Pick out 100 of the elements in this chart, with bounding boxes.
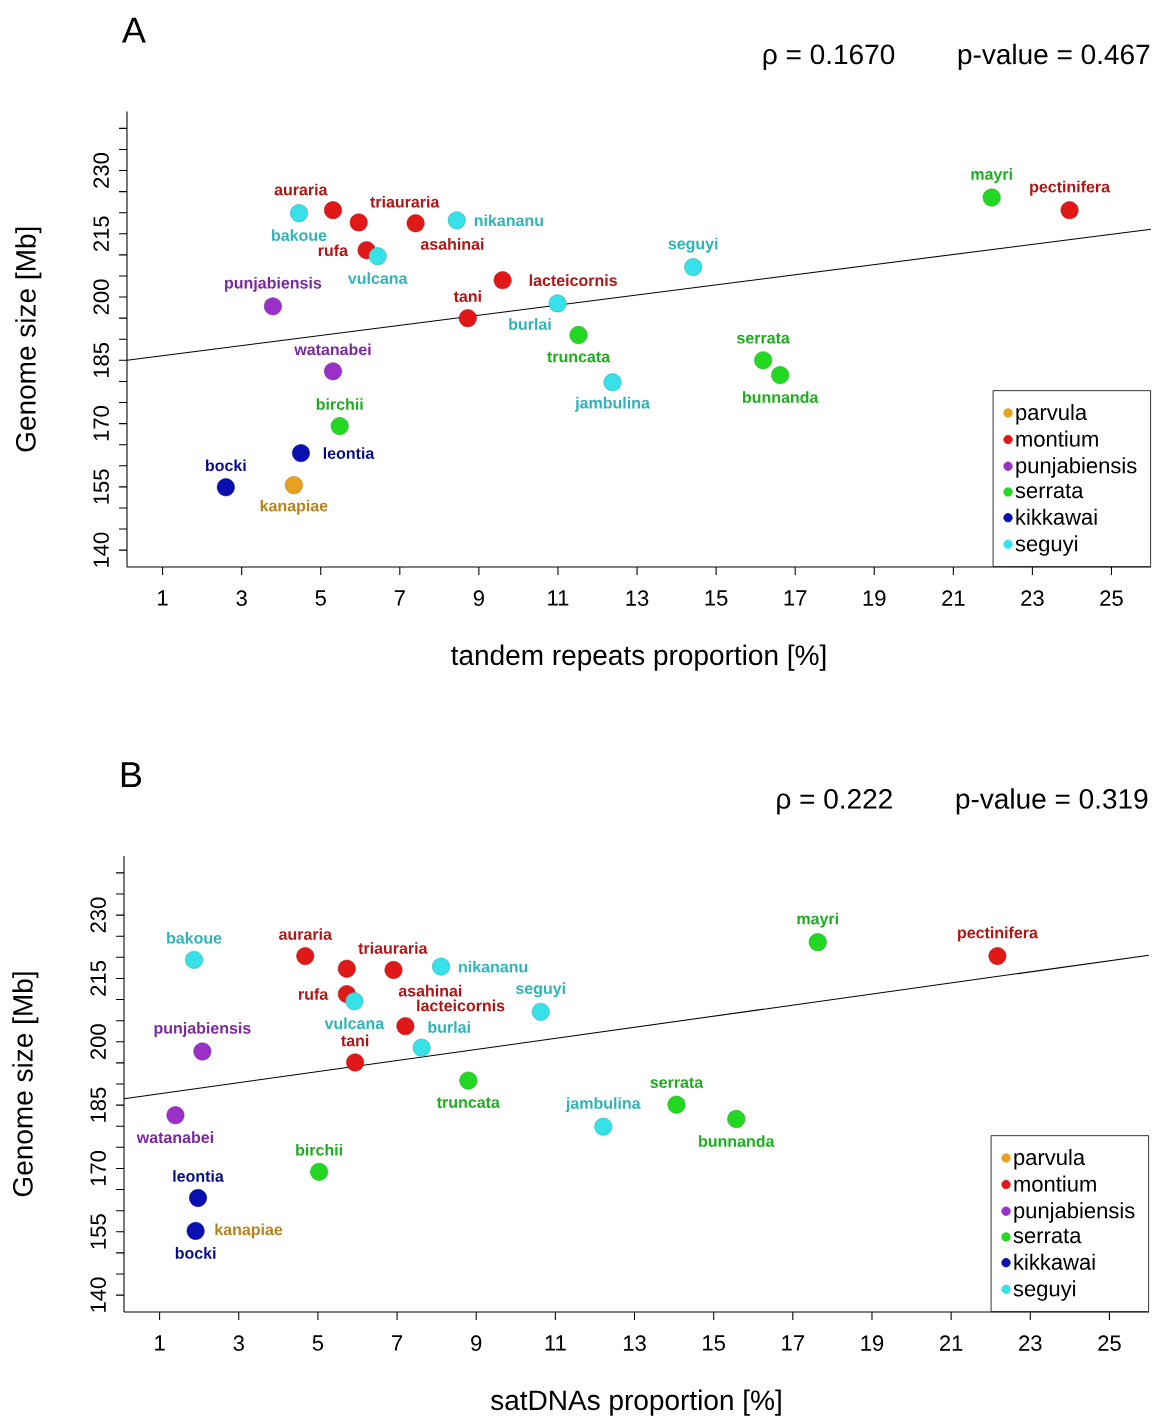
y-tick-label: 200	[93, 279, 109, 315]
point	[432, 957, 450, 976]
point	[324, 362, 342, 381]
x-axis-title: satDNAs proportion [%]	[490, 1389, 781, 1416]
x-axis-title: tandem repeats proportion [%]	[451, 644, 826, 671]
text: ρ = 0.1670	[763, 44, 895, 70]
annotation: vulcana	[324, 1017, 385, 1030]
annotation: seguyi	[515, 982, 565, 998]
annotation: lacteicornis	[417, 999, 505, 1012]
legend-label: parvula	[1016, 404, 1088, 425]
annotation: kanapiae	[260, 499, 328, 515]
point	[292, 444, 310, 463]
legend-label: serrata	[1015, 483, 1084, 499]
annotation: auraria	[279, 928, 333, 940]
point	[296, 947, 315, 965]
annotation: kanapiae	[215, 1223, 283, 1239]
annotation: vulcana	[347, 272, 408, 285]
annotation: triauraria	[358, 942, 428, 954]
y-tick-label: 140	[93, 532, 109, 567]
annotation: nikananu	[474, 214, 543, 227]
annotation: truncata	[547, 351, 611, 363]
point	[284, 476, 303, 495]
annotation: rufa	[299, 988, 329, 1000]
point	[290, 204, 308, 223]
x-tick-label: 17	[784, 590, 807, 606]
y-tick-label: 200	[90, 1024, 106, 1060]
chart-title: B	[121, 762, 142, 788]
y-tick-label: 215	[93, 216, 109, 252]
point	[185, 950, 203, 969]
annotation: bunnanda	[742, 391, 819, 403]
x-tick-label: 11	[548, 590, 569, 606]
x-tick-label: 19	[863, 590, 886, 606]
x-tick-label: 13	[623, 1335, 646, 1351]
point	[447, 211, 466, 230]
x-tick-label: 1	[158, 590, 168, 606]
legend-label: parvula	[1014, 1149, 1086, 1170]
point	[193, 1042, 212, 1061]
point	[186, 1221, 205, 1240]
annotation: lacteicornis	[529, 274, 617, 287]
point	[412, 1038, 431, 1057]
x-tick-label: 5	[315, 590, 326, 606]
x-tick-label: 9	[471, 1335, 482, 1351]
x-tick-label: 21	[942, 590, 965, 606]
annotation: punjabiensis	[225, 276, 322, 292]
annotation: jambulina	[574, 396, 650, 412]
annotation: burlai	[509, 318, 551, 330]
y-tick-label: 215	[90, 961, 106, 996]
x-tick-label: 25	[1100, 590, 1123, 606]
point	[459, 1071, 478, 1090]
annotation: tani	[453, 290, 481, 303]
point	[988, 947, 1007, 965]
annotation: serrata	[650, 1077, 704, 1088]
annotation: mayri	[971, 168, 1012, 183]
annotation: burlai	[428, 1021, 470, 1033]
point	[458, 309, 477, 328]
legend-label: seguyi	[1013, 1280, 1076, 1301]
annotation: bunnanda	[699, 1135, 775, 1147]
point	[349, 213, 368, 232]
point	[727, 1110, 746, 1128]
point	[531, 1002, 550, 1021]
legend-label: montium	[1014, 1175, 1096, 1192]
point	[310, 1162, 329, 1181]
point	[548, 294, 567, 313]
chart-title: A	[121, 17, 146, 43]
point	[569, 326, 588, 344]
x-tick-label: 15	[703, 1335, 725, 1351]
annotation: triauraria	[370, 195, 440, 208]
annotation: birchii	[316, 398, 363, 410]
x-tick-label: 23	[1019, 1335, 1042, 1351]
point	[594, 1117, 613, 1136]
annotation: jambulina	[565, 1097, 641, 1113]
point	[667, 1095, 686, 1114]
x-tick-label: 25	[1098, 1335, 1121, 1351]
annotation: nikananu	[459, 960, 528, 973]
legend-label: serrata	[1013, 1228, 1082, 1244]
point	[808, 933, 827, 952]
annotation: asahinai	[398, 984, 462, 997]
annotation: auraria	[274, 183, 328, 196]
x-tick-label: 7	[394, 590, 405, 606]
annotation: tani	[341, 1034, 369, 1047]
point	[396, 1017, 415, 1036]
point	[493, 271, 512, 290]
legend-label: kikkawai	[1016, 508, 1097, 525]
annotation: bocki	[175, 1247, 216, 1259]
x-tick-label: 3	[236, 590, 247, 606]
point	[982, 188, 1001, 207]
annotation: birchii	[296, 1143, 342, 1156]
point	[330, 417, 349, 436]
annotation: bocki	[205, 459, 246, 472]
y-axis-title: Genome size [Mb]	[12, 972, 39, 1197]
text: p-value = 0.467	[958, 43, 1150, 70]
x-tick-label: 5	[312, 1335, 324, 1351]
annotation: watanabei	[294, 343, 371, 356]
x-tick-label: 7	[392, 1335, 403, 1351]
legend-label: punjabiensis	[1014, 1202, 1135, 1223]
point	[406, 214, 425, 233]
point	[216, 478, 235, 497]
point	[771, 366, 790, 385]
point	[1060, 201, 1079, 220]
annotation: seguyi	[668, 237, 718, 253]
